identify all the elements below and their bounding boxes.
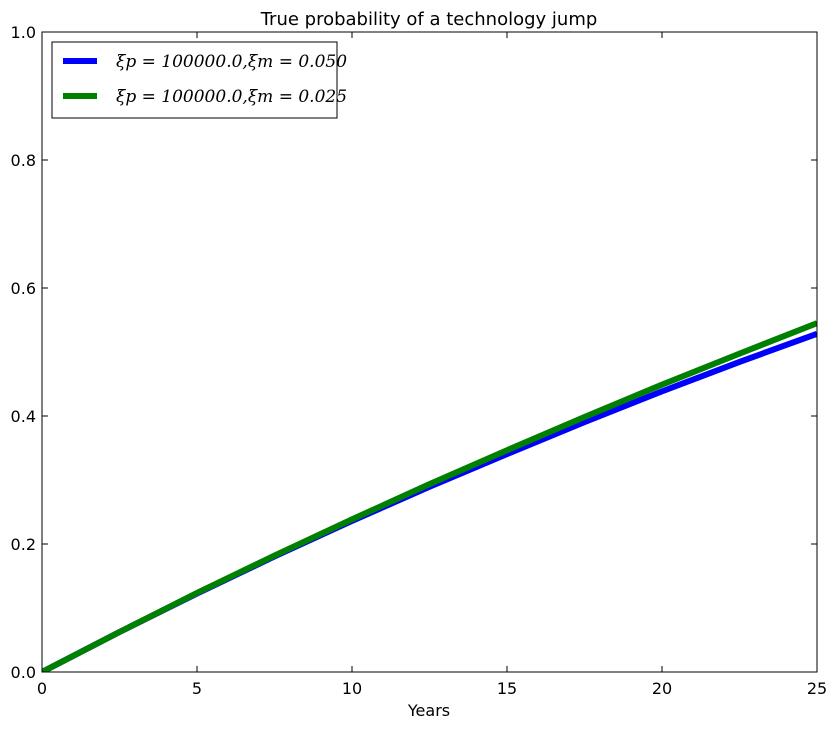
legend-label-1: ξp = 100000.0,ξm = 0.050 xyxy=(116,52,347,72)
x-tick-label: 15 xyxy=(497,679,517,698)
y-axis: 0.0 0.2 0.4 0.6 0.8 1.0 xyxy=(11,23,817,682)
x-tick-label: 0 xyxy=(37,679,47,698)
x-tick-label: 10 xyxy=(342,679,362,698)
y-tick-label: 0.8 xyxy=(11,151,36,170)
legend-box xyxy=(51,41,338,119)
legend: ξp = 100000.0,ξm = 0.050 ξp = 100000.0,ξm… xyxy=(51,41,347,119)
y-tick-label: 0.0 xyxy=(11,663,36,682)
x-axis-label: Years xyxy=(407,701,450,720)
y-tick-label: 0.2 xyxy=(11,535,36,554)
series-line-1 xyxy=(42,330,817,672)
series-line-2 xyxy=(42,320,817,672)
x-tick-label: 20 xyxy=(652,679,672,698)
x-tick-label: 5 xyxy=(192,679,202,698)
y-tick-label: 0.4 xyxy=(11,407,36,426)
plot-frame xyxy=(41,31,818,673)
x-axis: 0 5 10 15 20 25 xyxy=(37,32,827,698)
y-tick-label: 1.0 xyxy=(11,23,36,42)
series-group xyxy=(42,320,817,672)
chart-title: True probability of a technology jump xyxy=(260,9,598,30)
legend-label-2: ξp = 100000.0,ξm = 0.025 xyxy=(116,87,347,107)
x-tick-label: 25 xyxy=(807,679,827,698)
y-tick-label: 0.6 xyxy=(11,279,36,298)
